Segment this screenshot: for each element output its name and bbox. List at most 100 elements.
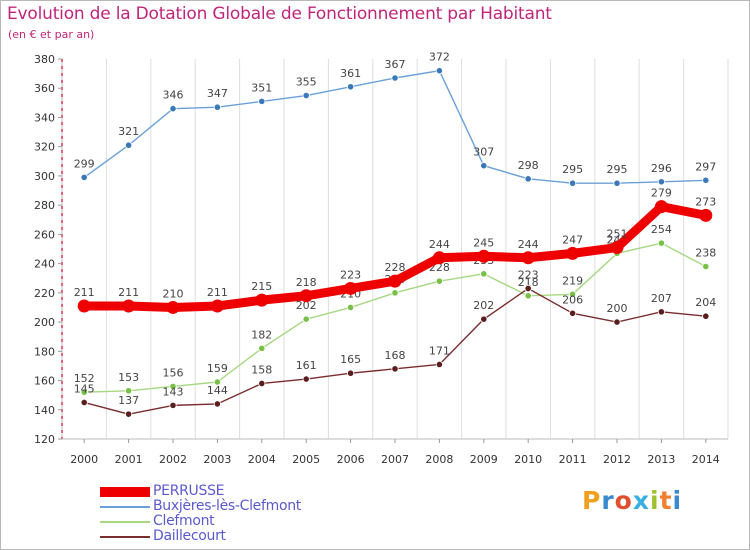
y-tick-label: 320 [34, 141, 55, 154]
y-tick-label: 200 [34, 316, 55, 329]
data-point-clefmont [568, 290, 577, 298]
data-point-perrusse [477, 249, 491, 263]
data-label-perrusse: 228 [385, 261, 406, 274]
data-point-daillecourt [524, 284, 532, 293]
legend-label-buxjeres-les-clefmont: Buxjères-lès-Clefmont [153, 498, 301, 514]
legend-swatch-daillecourt [100, 536, 150, 538]
data-label-clefmont: 153 [118, 371, 139, 384]
data-label-buxjeres-les-clefmont: 299 [74, 157, 95, 170]
data-point-clefmont [258, 344, 266, 352]
data-label-daillecourt: 204 [695, 296, 716, 309]
data-point-buxjeres-les-clefmont [480, 162, 488, 170]
y-tick-label: 360 [34, 82, 55, 95]
data-label-buxjeres-les-clefmont: 296 [651, 162, 672, 175]
data-point-buxjeres-les-clefmont [213, 103, 221, 111]
data-point-clefmont [125, 387, 133, 395]
y-tick-label: 160 [34, 375, 55, 388]
brand-letter: r [601, 486, 615, 515]
x-tick-label: 2006 [337, 453, 365, 466]
y-tick-label: 300 [34, 170, 55, 183]
data-point-clefmont [80, 388, 88, 396]
data-label-buxjeres-les-clefmont: 351 [251, 81, 272, 94]
data-label-perrusse: 245 [473, 236, 494, 249]
y-tick-label: 240 [34, 258, 55, 271]
data-label-perrusse: 218 [296, 276, 317, 289]
x-tick-label: 2013 [647, 453, 675, 466]
legend-item-daillecourt: Daillecourt [100, 528, 360, 544]
legend-item-perrusse: PERRUSSE [100, 483, 360, 499]
legend-swatch-buxjeres-les-clefmont [100, 506, 150, 508]
legend-label-clefmont: Clefmont [153, 513, 215, 529]
data-label-clefmont: 254 [651, 223, 672, 236]
data-label-perrusse: 211 [118, 286, 139, 299]
data-label-perrusse: 247 [562, 233, 583, 246]
data-point-perrusse [388, 274, 402, 288]
y-tick-label: 120 [34, 433, 55, 446]
data-label-clefmont: 218 [518, 276, 539, 289]
data-point-clefmont [346, 303, 355, 312]
x-tick-label: 2009 [470, 453, 498, 466]
data-label-buxjeres-les-clefmont: 295 [607, 163, 628, 176]
brand-letter: x [632, 486, 650, 515]
data-point-clefmont [435, 277, 443, 285]
data-label-daillecourt: 168 [385, 349, 406, 362]
data-point-daillecourt [568, 309, 577, 317]
data-point-daillecourt [613, 318, 621, 326]
data-label-daillecourt: 143 [163, 385, 184, 398]
data-label-buxjeres-les-clefmont: 372 [429, 51, 450, 64]
x-tick-label: 2003 [203, 453, 231, 466]
x-tick-label: 2007 [381, 453, 409, 466]
data-point-daillecourt [702, 312, 710, 320]
data-label-perrusse: 211 [207, 286, 228, 299]
data-point-clefmont [524, 292, 532, 300]
data-label-buxjeres-les-clefmont: 297 [695, 160, 716, 173]
data-point-clefmont [480, 270, 488, 278]
data-point-perrusse [432, 251, 446, 265]
data-label-clefmont: 219 [562, 274, 583, 287]
y-tick-label: 280 [34, 199, 55, 212]
data-point-perrusse [77, 299, 91, 313]
data-point-buxjeres-les-clefmont [657, 178, 666, 186]
data-point-perrusse [344, 281, 358, 295]
data-label-perrusse: 211 [74, 286, 95, 299]
data-label-daillecourt: 145 [74, 382, 95, 395]
data-label-buxjeres-les-clefmont: 361 [340, 67, 361, 80]
data-label-perrusse: 251 [607, 228, 628, 241]
data-point-daillecourt [480, 315, 488, 323]
y-tick-label: 140 [34, 404, 55, 417]
data-point-perrusse [255, 293, 269, 307]
legend-item-clefmont: Clefmont [100, 513, 360, 529]
brand-letter: i [650, 486, 660, 515]
data-label-buxjeres-les-clefmont: 298 [518, 159, 539, 172]
data-label-clefmont: 202 [296, 299, 317, 312]
brand-letter: t [659, 486, 673, 515]
data-point-clefmont [657, 239, 666, 247]
data-point-clefmont [169, 382, 177, 390]
plot-area [62, 59, 728, 439]
data-point-buxjeres-les-clefmont [346, 83, 355, 91]
data-point-perrusse [166, 300, 180, 314]
x-tick-label: 2012 [603, 453, 631, 466]
data-label-perrusse: 273 [695, 195, 716, 208]
x-tick-label: 2005 [292, 453, 320, 466]
data-point-perrusse [566, 246, 580, 260]
data-point-daillecourt [657, 308, 666, 316]
data-point-perrusse [610, 241, 624, 255]
y-tick-label: 260 [34, 228, 55, 241]
data-label-daillecourt: 158 [251, 363, 272, 376]
data-label-clefmont: 238 [695, 247, 716, 260]
data-label-perrusse: 244 [518, 238, 539, 251]
brand-logo: Proxiti [582, 486, 682, 515]
brand-letter: i [672, 486, 683, 515]
data-label-daillecourt: 144 [207, 384, 228, 397]
data-label-perrusse: 215 [251, 280, 272, 293]
data-label-buxjeres-les-clefmont: 346 [163, 89, 184, 102]
x-tick-label: 2011 [559, 453, 587, 466]
brand-letter: P [582, 486, 602, 515]
data-point-buxjeres-les-clefmont [524, 175, 532, 183]
data-point-perrusse [521, 251, 535, 265]
data-point-buxjeres-les-clefmont [169, 105, 177, 113]
data-point-clefmont [302, 315, 310, 323]
chart-subtitle: (en € et par an) [8, 28, 95, 41]
